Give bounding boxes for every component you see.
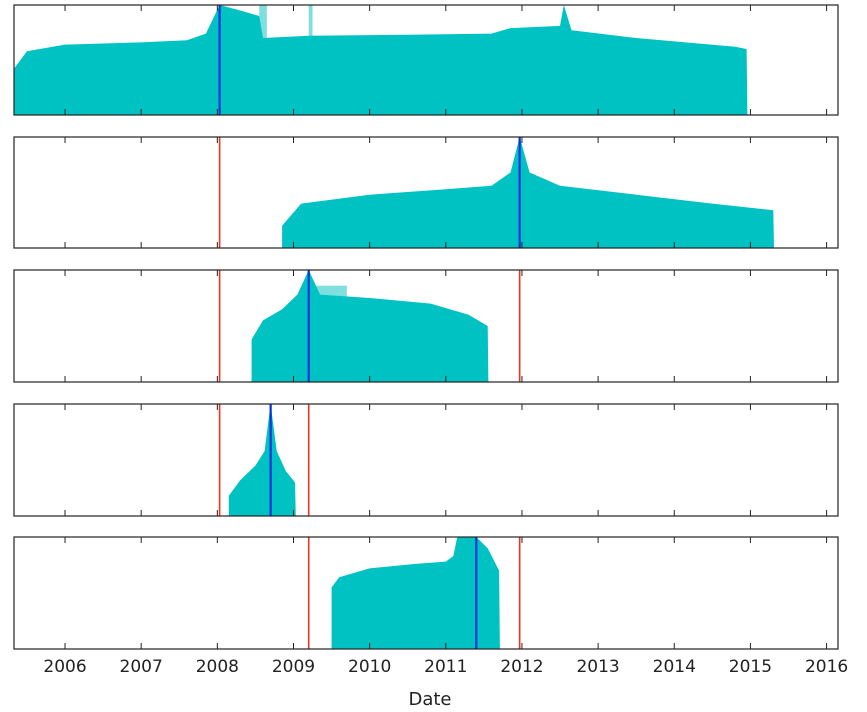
panel-2 [13,136,839,249]
x-tick-label: 2011 [424,657,467,677]
x-tick-label: 2014 [653,657,696,677]
distribution-area [14,5,748,115]
x-tick-label: 2008 [196,657,239,677]
x-tick-label: 2012 [500,657,543,677]
x-tick-label: 2009 [272,657,315,677]
panel-frame [13,4,839,116]
panel-frame [13,536,839,650]
x-tick-label: 2016 [805,657,848,677]
panel-frame [13,403,839,517]
x-tick-label: 2007 [120,657,163,677]
x-tick-label: 2013 [576,657,619,677]
panel-5 [13,536,839,650]
distribution-area [331,537,500,649]
panel-3 [13,269,839,383]
x-axis-label: Date [408,689,451,710]
x-tick-labels: 2006 2007 2008 2009 2010 2011 2012 2013 2014 2015… [43,657,848,677]
panel-1 [13,4,839,116]
distribution-area [228,404,296,516]
x-tick-label: 2015 [729,657,772,677]
x-tick-label: 2010 [348,657,391,677]
panel-frame [13,136,839,249]
distribution-area [251,270,489,382]
x-tick-label: 2006 [43,657,86,677]
distribution-area [282,137,774,248]
panels [13,4,839,650]
panel-frame [13,269,839,383]
panel-4 [13,403,839,517]
